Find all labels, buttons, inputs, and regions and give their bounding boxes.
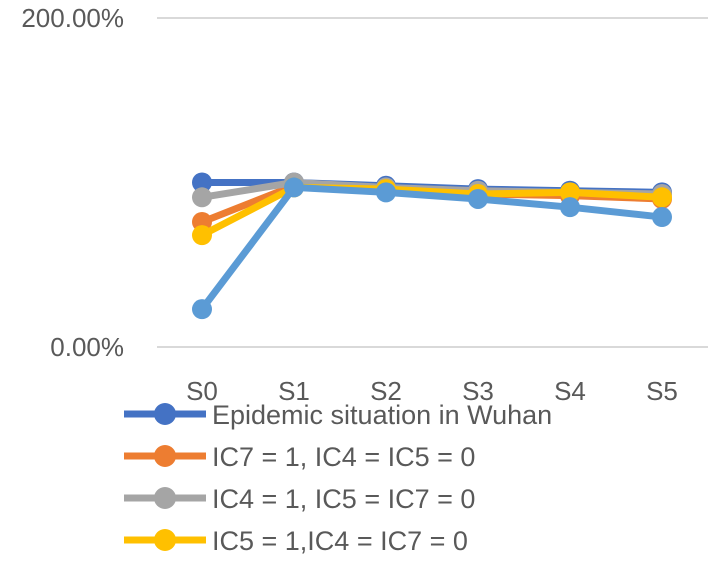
x-tick-label: S3 <box>462 376 494 406</box>
x-axis-tick-labels: S0 S1 S2 S3 S4 S5 <box>186 376 678 406</box>
series-4 <box>192 177 672 320</box>
x-tick-label: S1 <box>278 376 310 406</box>
y-tick-label: 0.00% <box>50 332 124 362</box>
gridlines <box>157 17 708 348</box>
series-line <box>199 183 663 312</box>
y-tick-label: 200.00% <box>21 3 124 33</box>
data-point <box>652 187 672 208</box>
data-point <box>560 197 580 218</box>
legend-label: IC7 = 1, IC4 = IC5 = 0 <box>212 442 475 472</box>
data-point <box>192 172 212 193</box>
legend-label: IC4 = 1, IC5 = IC7 = 0 <box>212 484 475 514</box>
x-tick-label: S4 <box>554 376 586 406</box>
data-point <box>560 182 580 203</box>
y-axis-tick-labels: 200.00% 0.00% <box>21 3 124 362</box>
legend-swatch-marker <box>154 403 176 425</box>
x-tick-label: S5 <box>646 376 678 406</box>
data-point <box>468 188 488 209</box>
legend: Epidemic situation in Wuhan IC7 = 1, IC4 … <box>124 400 552 556</box>
data-point <box>652 207 672 228</box>
data-point <box>192 299 212 320</box>
legend-swatch-marker <box>154 487 176 509</box>
series-line <box>200 183 663 239</box>
legend-label: IC5 = 1,IC4 = IC7 = 0 <box>212 526 468 556</box>
legend-item: IC5 = 1,IC4 = IC7 = 0 <box>124 526 468 556</box>
legend-label: Epidemic situation in Wuhan <box>212 400 552 430</box>
legend-item: IC7 = 1, IC4 = IC5 = 0 <box>124 442 475 472</box>
data-point <box>376 182 396 203</box>
legend-swatch-marker <box>154 445 176 467</box>
legend-swatch-marker <box>154 529 176 551</box>
x-tick-label: S2 <box>370 376 402 406</box>
x-tick-label: S0 <box>186 376 218 406</box>
data-point <box>192 187 212 208</box>
series-lines <box>192 172 672 320</box>
legend-item: IC4 = 1, IC5 = IC7 = 0 <box>124 484 475 514</box>
data-point <box>192 225 212 246</box>
data-point <box>284 177 304 198</box>
legend-item: Epidemic situation in Wuhan <box>124 400 552 430</box>
